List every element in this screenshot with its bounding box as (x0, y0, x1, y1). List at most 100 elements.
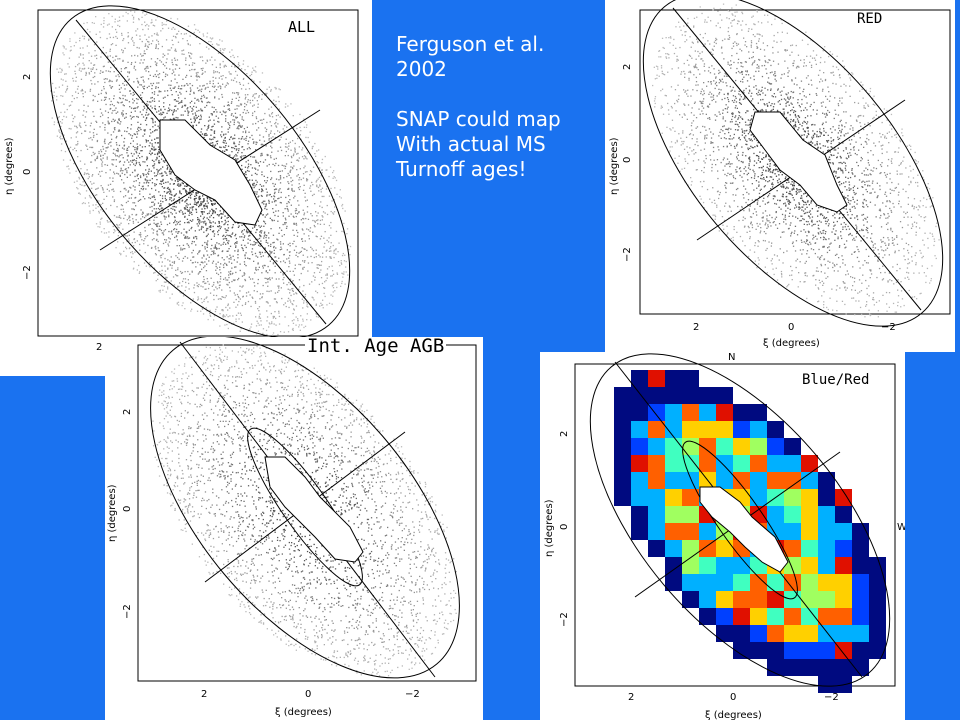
color-cell (767, 506, 784, 523)
color-cell (699, 421, 716, 438)
ytick-all-2: 2 (22, 74, 33, 80)
color-cell (784, 489, 801, 506)
color-cell (767, 438, 784, 455)
ytick-all-m2: −2 (22, 265, 33, 280)
color-cell (682, 557, 699, 574)
xtick-agb-0: 0 (305, 689, 311, 700)
color-cell (648, 404, 665, 421)
color-cell (648, 387, 665, 404)
panel-agb: 2 0 −2 η (degrees) 2 0 −2 ξ (degrees) In… (105, 337, 483, 720)
ylabel-agb: η (degrees) (107, 484, 118, 542)
color-cell (665, 506, 682, 523)
color-cell (818, 489, 835, 506)
color-cell (648, 540, 665, 557)
xtick-agb-2: 2 (201, 689, 207, 700)
color-cell (801, 472, 818, 489)
color-cell (852, 625, 869, 642)
color-cell (784, 540, 801, 557)
color-cell (835, 489, 852, 506)
color-cell (733, 608, 750, 625)
color-cell (699, 523, 716, 540)
color-cell (784, 608, 801, 625)
color-cell (716, 591, 733, 608)
notes-text: Ferguson et al. 2002 SNAP could map With… (396, 32, 606, 182)
ytick-red-m2: −2 (622, 247, 633, 262)
color-cell (835, 557, 852, 574)
color-cell (733, 404, 750, 421)
color-cell (631, 387, 648, 404)
color-cell (614, 421, 631, 438)
notes-spacer (396, 82, 606, 107)
color-cell (784, 625, 801, 642)
citation-line: Ferguson et al. (396, 32, 545, 56)
xlabel-red: ξ (degrees) (763, 338, 820, 349)
color-cell (614, 387, 631, 404)
color-cell (665, 523, 682, 540)
color-cell (665, 421, 682, 438)
label-blue-red: Blue/Red (802, 372, 870, 388)
color-cell (784, 659, 801, 676)
color-cell (699, 387, 716, 404)
color-cell (818, 608, 835, 625)
color-cell (784, 523, 801, 540)
color-cell (784, 455, 801, 472)
color-cell (733, 455, 750, 472)
color-cell (784, 472, 801, 489)
color-cell (631, 404, 648, 421)
color-cell (852, 540, 869, 557)
color-cell (869, 591, 886, 608)
color-cell (699, 455, 716, 472)
color-cell (665, 472, 682, 489)
color-cell (750, 421, 767, 438)
color-cell (648, 455, 665, 472)
color-cell (699, 591, 716, 608)
color-cell (835, 506, 852, 523)
map-all: 2 0 −2 η (degrees) 2 (4, 5, 359, 353)
ytick-agb-m2: −2 (122, 604, 133, 619)
note-line-3: Turnoff ages! (396, 157, 527, 181)
color-cell (631, 455, 648, 472)
color-cell (733, 574, 750, 591)
color-cell (648, 506, 665, 523)
color-cell (750, 404, 767, 421)
ytick-br-0: 0 (559, 524, 570, 530)
color-cell (767, 625, 784, 642)
color-cell (665, 574, 682, 591)
ylabel-all: η (degrees) (4, 137, 15, 195)
color-cell (750, 625, 767, 642)
color-cell (699, 608, 716, 625)
color-cell (648, 489, 665, 506)
color-cell (750, 455, 767, 472)
color-cell (699, 404, 716, 421)
color-cell (716, 540, 733, 557)
color-cell (699, 574, 716, 591)
color-cell (852, 557, 869, 574)
color-cell (631, 506, 648, 523)
color-cell (682, 574, 699, 591)
ylabel-red: η (degrees) (609, 137, 620, 195)
color-cell (818, 642, 835, 659)
color-cell (835, 625, 852, 642)
color-cell (682, 523, 699, 540)
label-all: ALL (288, 18, 316, 36)
color-cell (835, 574, 852, 591)
color-cell (869, 557, 886, 574)
color-cell (869, 625, 886, 642)
color-cell (716, 438, 733, 455)
ytick-br-m2: −2 (559, 612, 570, 627)
color-cell (682, 438, 699, 455)
map-red: 2 0 −2 η (degrees) 2 0 −2 ξ (degrees) (609, 0, 951, 349)
color-cell (818, 574, 835, 591)
color-cell (784, 438, 801, 455)
xtick-red-2: 2 (693, 322, 699, 333)
north-label: N (728, 352, 735, 363)
color-cell (733, 625, 750, 642)
color-cell (665, 557, 682, 574)
xtick-red-m2: −2 (881, 322, 896, 333)
xtick-agb-m2: −2 (405, 689, 420, 700)
note-line-2: With actual MS (396, 132, 546, 156)
color-cell (750, 574, 767, 591)
xtick-br-0: 0 (730, 692, 736, 703)
color-cell (682, 404, 699, 421)
color-cell (750, 489, 767, 506)
